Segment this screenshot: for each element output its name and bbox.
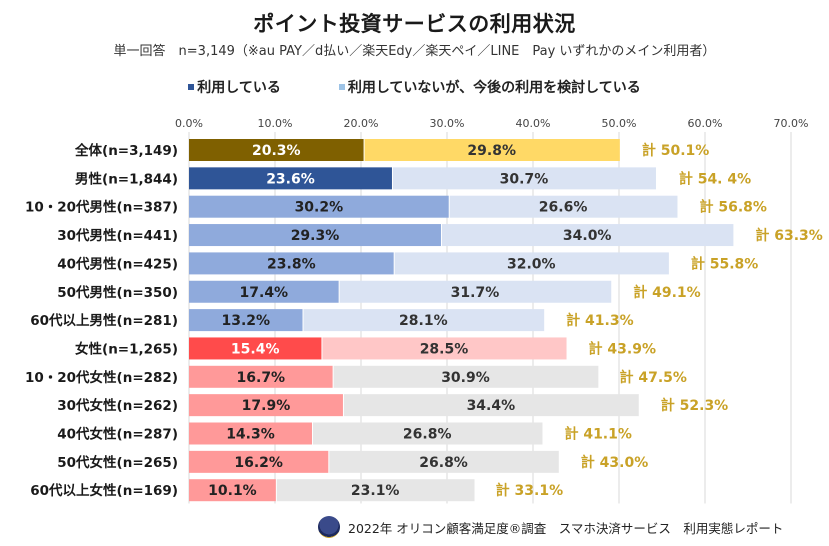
total-label: 計 50.1% (642, 142, 709, 159)
award-badge-icon (318, 516, 340, 538)
bar-used (189, 479, 276, 502)
total-label: 計 52.3% (661, 397, 728, 414)
data-label-used: 16.2% (234, 455, 283, 471)
data-label-used: 20.3% (252, 143, 301, 159)
x-tick-label: 0.0% (175, 117, 203, 130)
bar-used (189, 280, 339, 303)
data-label-used: 23.6% (266, 171, 315, 187)
bar-used (189, 167, 392, 190)
legend-swatch-consider (338, 84, 345, 90)
category-label: 60代以上女性(n=169) (30, 482, 178, 499)
bar-consider (392, 167, 656, 190)
data-label-used: 13.2% (221, 313, 270, 329)
legend-label-used: 利用している (197, 80, 281, 96)
category-label: 30代男性(n=441) (57, 227, 178, 244)
bar-used (189, 139, 364, 161)
data-label-consider: 28.5% (420, 341, 469, 357)
data-label-consider: 26.6% (539, 200, 588, 216)
category-label: 50代女性(n=265) (57, 454, 178, 471)
data-label-used: 14.3% (226, 427, 275, 443)
category-label: 全体(n=3,149) (74, 142, 178, 159)
x-tick-label: 50.0% (602, 117, 637, 130)
footer: 2022年 オリコン顧客満足度®調査 スマホ決済サービス 利用実態レポート (318, 516, 783, 538)
category-label: 男性(n=1,844) (75, 170, 178, 187)
data-label-used: 16.7% (237, 370, 286, 386)
bar-consider (394, 252, 669, 275)
data-label-used: 10.1% (208, 483, 257, 499)
footer-text: 2022年 オリコン顧客満足度®調査 スマホ決済サービス 利用実態レポート (348, 520, 784, 536)
bar-consider (343, 394, 639, 417)
legend: 利用している 利用していないが、今後の利用を検討している (0, 77, 829, 97)
bar-consider (303, 309, 545, 332)
category-label: 50代男性(n=350) (57, 284, 178, 301)
bar-used (189, 252, 394, 275)
x-tick-label: 20.0% (344, 117, 379, 130)
bar-consider (312, 422, 543, 445)
data-label-consider: 29.8% (467, 143, 516, 159)
category-label: 10・20代女性(n=282) (25, 369, 178, 386)
total-label: 計 56.8% (699, 199, 766, 216)
category-label: 30代女性(n=262) (57, 397, 178, 414)
category-label: 60代以上男性(n=281) (30, 312, 178, 329)
bar-used (189, 394, 343, 417)
total-label: 計 63.3% (755, 227, 822, 244)
category-label: 10・20代男性(n=387) (25, 199, 178, 216)
category-label: 40代女性(n=287) (57, 426, 178, 443)
bar-used (189, 337, 322, 360)
data-label-used: 29.3% (291, 228, 340, 244)
data-label-consider: 32.0% (507, 256, 556, 272)
bar-used (189, 195, 449, 218)
chart-title: ポイント投資サービスの利用状況 (253, 12, 576, 36)
bar-used (189, 224, 441, 247)
bar-consider (449, 195, 678, 218)
x-tick-label: 30.0% (430, 117, 465, 130)
data-label-used: 30.2% (295, 200, 344, 216)
bar-consider (441, 224, 734, 247)
category-label: 40代男性(n=425) (57, 255, 178, 272)
chart-subtitle: 単一回答 n=3,149（※au PAY／d払い／楽天Edy／楽天ペイ／LINE… (113, 44, 716, 59)
category-label: 女性(n=1,265) (75, 340, 178, 357)
total-label: 計 43.0% (581, 454, 648, 471)
data-label-consider: 31.7% (451, 285, 500, 301)
x-tick-label: 40.0% (516, 117, 551, 130)
bar-used (189, 365, 333, 388)
data-label-consider: 34.4% (467, 398, 516, 414)
total-label: 計 54. 4% (679, 170, 751, 187)
data-label-used: 17.4% (240, 285, 289, 301)
legend-label-consider: 利用していないが、今後の利用を検討している (347, 80, 641, 96)
data-label-consider: 26.8% (419, 455, 468, 471)
total-label: 計 55.8% (691, 255, 758, 272)
total-label: 計 41.3% (566, 312, 633, 329)
x-tick-label: 10.0% (258, 117, 293, 130)
total-label: 計 47.5% (620, 369, 687, 386)
bar-consider (329, 450, 559, 473)
x-tick-label: 60.0% (688, 117, 723, 130)
total-label: 計 49.1% (633, 284, 700, 301)
data-label-used: 15.4% (231, 341, 280, 357)
bar-consider (322, 337, 567, 360)
total-label: 計 33.1% (496, 482, 563, 499)
data-label-used: 17.9% (242, 398, 291, 414)
bar-consider (333, 365, 599, 388)
data-label-consider: 34.0% (563, 228, 612, 244)
bar-consider (339, 280, 612, 303)
total-label: 計 41.1% (564, 426, 631, 443)
bar-consider (364, 139, 620, 161)
bar-used (189, 450, 329, 473)
data-label-consider: 28.1% (399, 313, 448, 329)
total-label: 計 43.9% (589, 340, 656, 357)
data-label-used: 23.8% (267, 256, 316, 272)
data-label-consider: 23.1% (351, 483, 400, 499)
data-label-consider: 30.9% (441, 370, 490, 386)
x-tick-label: 70.0% (774, 117, 809, 130)
bar-used (189, 309, 303, 332)
legend-item-used: 利用している (188, 77, 281, 97)
data-label-consider: 26.8% (403, 427, 452, 443)
bar-used (189, 422, 312, 445)
legend-swatch-used (188, 84, 195, 90)
data-label-consider: 30.7% (500, 171, 549, 187)
legend-item-consider: 利用していないが、今後の利用を検討している (338, 77, 641, 97)
bar-consider (276, 479, 475, 502)
